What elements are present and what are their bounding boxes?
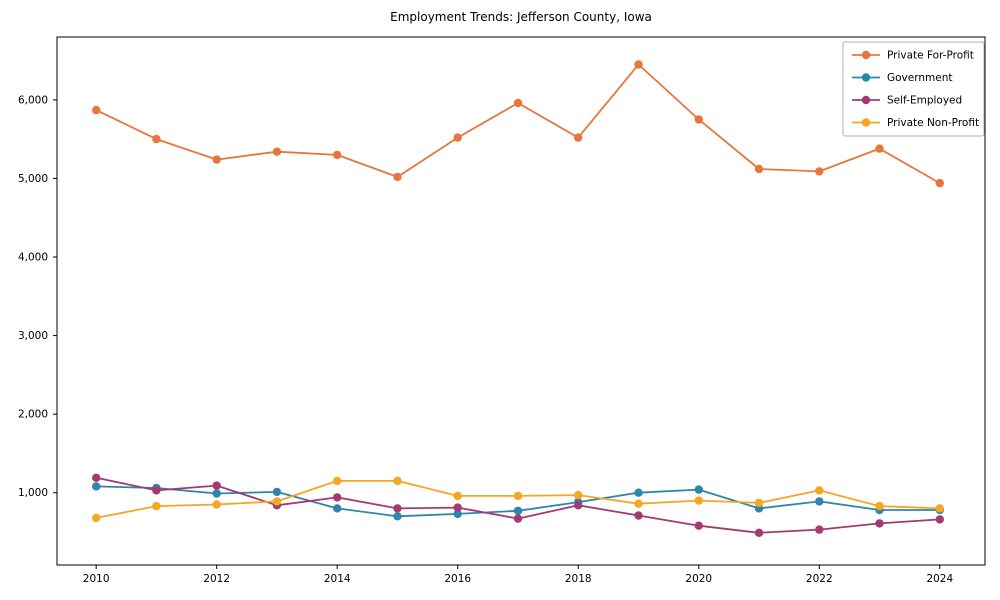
data-point-government bbox=[92, 482, 101, 491]
series-line-private-for-profit bbox=[95, 63, 941, 184]
chart-title: Employment Trends: Jefferson County, Iow… bbox=[390, 10, 652, 24]
y-tick-label: 2,000 bbox=[18, 409, 48, 421]
data-point-self-employed bbox=[212, 481, 221, 490]
data-point-private-non-profit bbox=[694, 496, 703, 505]
data-point-private-for-profit bbox=[815, 167, 824, 176]
data-point-private-non-profit bbox=[815, 486, 824, 495]
y-tick-label: 4,000 bbox=[18, 252, 48, 264]
data-point-private-non-profit bbox=[875, 501, 884, 511]
data-point-government bbox=[272, 487, 282, 497]
data-point-private-non-profit bbox=[935, 504, 944, 513]
data-point-private-for-profit bbox=[333, 150, 342, 160]
legend-marker bbox=[861, 95, 871, 105]
data-point-private-non-profit bbox=[754, 498, 764, 508]
x-tick-label: 2016 bbox=[444, 573, 471, 585]
y-tick-label: 6,000 bbox=[18, 94, 48, 106]
data-point-self-employed bbox=[574, 501, 583, 510]
legend-box bbox=[842, 41, 985, 137]
x-tick-label: 2010 bbox=[83, 573, 110, 585]
data-point-private-for-profit bbox=[694, 115, 703, 124]
data-point-self-employed bbox=[694, 521, 703, 530]
x-tick-label: 2014 bbox=[324, 573, 351, 585]
data-point-self-employed bbox=[754, 528, 764, 537]
data-point-self-employed bbox=[815, 525, 824, 534]
data-point-self-employed bbox=[935, 515, 944, 524]
data-point-private-for-profit bbox=[754, 164, 764, 174]
legend-label: Self-Employed bbox=[887, 95, 962, 107]
series-line-self-employed bbox=[96, 476, 940, 534]
data-point-private-for-profit bbox=[212, 155, 221, 164]
data-point-private-for-profit bbox=[92, 105, 101, 115]
x-tick-label: 2022 bbox=[806, 573, 833, 585]
data-point-private-for-profit bbox=[152, 134, 161, 144]
data-point-private-for-profit bbox=[272, 147, 282, 156]
x-tick-label: 2012 bbox=[203, 573, 230, 585]
legend-marker bbox=[861, 73, 871, 82]
data-point-private-for-profit bbox=[513, 98, 523, 108]
plot-frame bbox=[56, 36, 986, 566]
data-point-government bbox=[513, 506, 523, 515]
data-point-private-non-profit bbox=[92, 513, 101, 523]
data-point-private-for-profit bbox=[634, 60, 643, 69]
data-point-government bbox=[815, 497, 824, 506]
legend-label: Private Non-Profit bbox=[887, 117, 979, 129]
data-point-private-for-profit bbox=[935, 178, 944, 188]
data-point-private-non-profit bbox=[393, 476, 402, 486]
x-tick-label: 2020 bbox=[685, 573, 712, 585]
data-point-self-employed bbox=[393, 504, 402, 513]
data-point-private-for-profit bbox=[574, 133, 583, 142]
x-tick-label: 2024 bbox=[926, 573, 953, 585]
data-point-self-employed bbox=[333, 493, 342, 502]
legend-label: Government bbox=[887, 72, 952, 84]
data-point-government bbox=[694, 485, 703, 494]
data-point-private-non-profit bbox=[272, 497, 282, 506]
data-point-self-employed bbox=[875, 519, 884, 528]
data-point-government bbox=[212, 489, 221, 498]
data-point-self-employed bbox=[453, 503, 462, 512]
data-point-self-employed bbox=[152, 486, 161, 495]
data-point-self-employed bbox=[92, 473, 101, 482]
y-tick-label: 5,000 bbox=[18, 173, 48, 185]
data-point-private-non-profit bbox=[152, 501, 161, 511]
data-point-government bbox=[333, 504, 342, 513]
data-point-private-for-profit bbox=[393, 172, 402, 182]
data-point-self-employed bbox=[634, 511, 643, 520]
legend-marker bbox=[861, 118, 871, 127]
data-point-private-non-profit bbox=[212, 500, 221, 509]
y-tick-label: 3,000 bbox=[18, 330, 48, 342]
y-tick-label: 1,000 bbox=[18, 487, 48, 499]
data-point-private-non-profit bbox=[333, 476, 342, 486]
data-point-government bbox=[453, 509, 462, 519]
data-point-private-non-profit bbox=[513, 491, 523, 501]
data-point-private-for-profit bbox=[453, 133, 462, 142]
data-point-private-non-profit bbox=[453, 491, 462, 501]
x-tick-label: 2018 bbox=[565, 573, 592, 585]
legend-marker bbox=[861, 50, 871, 60]
data-point-private-non-profit bbox=[574, 490, 583, 500]
data-point-private-non-profit bbox=[634, 499, 643, 508]
data-point-self-employed bbox=[513, 514, 523, 523]
data-point-government bbox=[393, 512, 402, 521]
data-point-government bbox=[634, 488, 643, 497]
legend-label: Private For-Profit bbox=[887, 50, 974, 62]
data-point-private-for-profit bbox=[875, 144, 884, 153]
